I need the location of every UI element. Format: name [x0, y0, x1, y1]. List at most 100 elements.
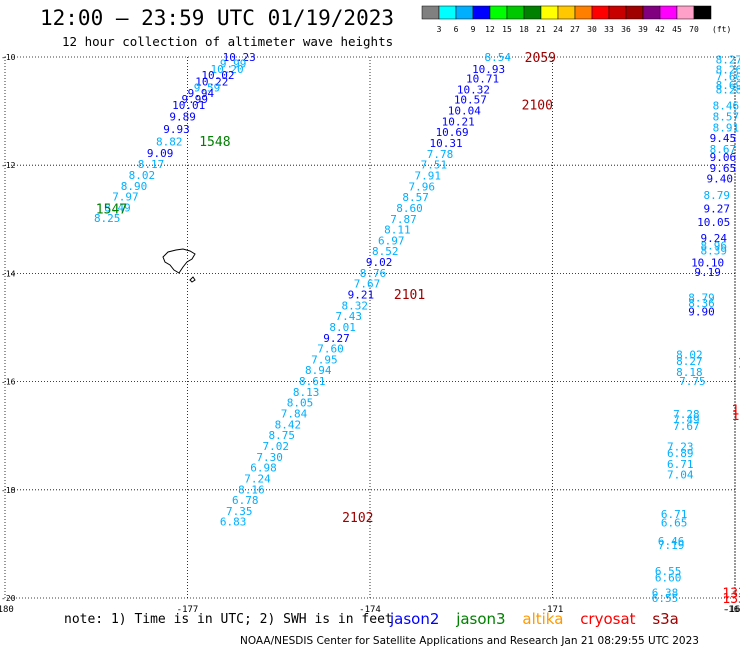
- wave-height-point: 7.43: [335, 310, 362, 323]
- colorbar-swatch: [557, 5, 576, 20]
- wave-height-point: 10.57: [454, 94, 487, 107]
- wave-height-point: 6.71: [661, 508, 688, 521]
- wave-height-point: 9.02: [366, 256, 393, 269]
- colorbar-swatch: [659, 5, 678, 20]
- wave-height-point: 9.06: [710, 151, 737, 164]
- wave-height-point: 10.69: [436, 126, 469, 139]
- wave-height-point: 7.67: [673, 420, 700, 433]
- wave-height-point: 10.93: [472, 63, 505, 76]
- colorbar-tick: 9: [471, 25, 476, 34]
- grid: [5, 57, 736, 598]
- wave-height-point: 8.27: [716, 54, 740, 67]
- wave-height-point: 8.79: [704, 189, 731, 202]
- plot-frame: [4, 56, 736, 599]
- wave-height-point: 10.02: [201, 69, 234, 82]
- legend-altika: altika: [522, 610, 564, 628]
- wave-height-point: 6.97: [378, 234, 405, 247]
- wave-height-point: 8.02: [129, 169, 156, 182]
- colorbar-tick: 42: [655, 25, 665, 34]
- colorbar-swatch: [421, 5, 440, 20]
- y-tick-label: -14: [1, 269, 16, 278]
- wave-height-point: 6.60: [655, 571, 682, 584]
- colorbar-tick: 27: [570, 25, 580, 34]
- pass-time-label: 2059: [525, 51, 556, 66]
- wave-height-point: 6.38: [652, 587, 679, 600]
- wave-height-point: 7.49: [673, 413, 700, 426]
- y-tick-label: -12: [1, 161, 16, 170]
- wave-height-point: 8.54: [485, 51, 512, 64]
- colorbar-swatch: [506, 5, 525, 20]
- pass-time-label: 1337: [732, 404, 740, 419]
- wave-height-point: 8.16: [238, 483, 265, 496]
- wave-height-point: 8.42: [275, 418, 302, 431]
- wave-height-point: 9.09: [147, 147, 174, 160]
- y-tick-label: -16: [1, 378, 16, 387]
- colorbar-swatch: [591, 5, 610, 20]
- wave-height-point: 8.46: [713, 100, 740, 113]
- wave-height-point: 9.27: [323, 332, 350, 345]
- wave-height-point: 8.52: [372, 245, 399, 258]
- colorbar-tick: 33: [604, 25, 614, 34]
- colorbar-swatch: [693, 5, 712, 20]
- wave-height-point: 7.60: [716, 70, 740, 83]
- time-labels: 1548154720592100210121021335133513361336…: [96, 51, 740, 607]
- pass-time-label: 1548: [199, 135, 230, 150]
- wave-height-point: 6.65: [661, 516, 688, 529]
- colorbar-swatch: [455, 5, 474, 20]
- pass-time-label: 1337: [738, 357, 740, 372]
- wave-height-point: 8.02: [676, 349, 703, 362]
- wave-height-point: 8.39: [700, 245, 727, 258]
- chart-subtitle: 12 hour collection of altimeter wave hei…: [62, 34, 394, 49]
- pass-time-label: 1338: [722, 592, 740, 607]
- wave-height-point: 8.75: [269, 429, 296, 442]
- wave-height-point: 7.75: [679, 375, 706, 388]
- colorbar-tick: 15: [502, 25, 512, 34]
- x-tick-label: -168: [724, 605, 740, 615]
- pass-time-label: 1338: [722, 587, 740, 602]
- wave-height-point: 8.82: [156, 135, 183, 148]
- wave-height-point: 7.97: [112, 191, 139, 204]
- pass-time-label: 2102: [342, 511, 373, 526]
- colorbar-tick: 70: [689, 25, 699, 34]
- wave-height-point: 8.69: [716, 79, 740, 92]
- wave-height-point: 6.89: [667, 447, 694, 460]
- wave-height-point: 10.20: [210, 63, 243, 76]
- wave-height-point: 7.91: [415, 169, 442, 182]
- x-tick-label: -171: [542, 605, 564, 615]
- wave-height-point: 7.95: [311, 353, 338, 366]
- colorbar-swatch: [523, 5, 542, 20]
- pass-time-label: 1547: [96, 202, 127, 217]
- wave-height-point: 7.35: [226, 505, 253, 518]
- wave-height-point: 8.57: [713, 111, 740, 124]
- wave-height-point: 8.28: [716, 83, 740, 96]
- wave-height-point: 6.83: [220, 516, 247, 529]
- satellite-legend: jason2 jason3 altika cryosat s3a: [390, 610, 691, 628]
- wave-height-point: 9.59: [194, 81, 221, 94]
- wave-height-point: 8.49: [104, 201, 131, 214]
- colorbar-swatch: [472, 5, 491, 20]
- wave-height-point: 7.78: [427, 148, 454, 161]
- wave-height-point: 8.01: [329, 321, 356, 334]
- colorbar-tick: 18: [519, 25, 529, 34]
- wave-height-point: 7.19: [658, 539, 685, 552]
- wave-height-point: 10.10: [691, 257, 724, 270]
- wave-height-point: 8.79: [688, 292, 715, 305]
- wave-height-point: 10.04: [448, 105, 481, 118]
- wave-height-point: 8.67: [710, 143, 737, 156]
- wave-height-point: 8.60: [396, 202, 423, 215]
- credit-line: NOAA/NESDIS Center for Satellite Applica…: [240, 635, 699, 647]
- wave-height-point: 8.96: [700, 239, 727, 252]
- wave-height-point: 9.45: [710, 132, 737, 145]
- wave-height-point: 10.05: [697, 216, 730, 229]
- pass-time-label: 2101: [394, 288, 425, 303]
- color-scale: 3 6 9 12 15 18 21 24 27 30 33 36 39 42 45 70 (ft): [421, 5, 730, 34]
- wave-height-point: 9.93: [163, 123, 190, 136]
- wave-height-point: 7.30: [256, 451, 283, 464]
- wave-height-point: 9.90: [688, 305, 715, 318]
- wave-height-point: 9.24: [700, 232, 727, 245]
- wave-height-point: 8.17: [138, 158, 165, 171]
- wave-height-point: 10.71: [466, 73, 499, 86]
- wave-height-point: 8.76: [360, 267, 387, 280]
- colorbar-tick: 45: [672, 25, 682, 34]
